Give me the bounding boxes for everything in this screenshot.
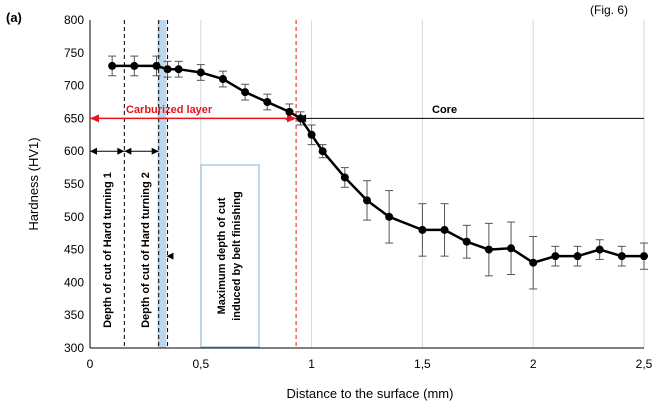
data-point (363, 196, 371, 205)
y-tick-label: 750 (64, 46, 84, 60)
x-tick-label: 1 (308, 357, 315, 371)
x-tick-label: 0 (87, 357, 94, 371)
data-point (296, 114, 305, 123)
hard-turning-2-label: Depth of cut of Hard turning 2 (140, 172, 152, 328)
data-point (285, 107, 294, 116)
data-point (440, 225, 449, 234)
x-tick-labels: 0 0,5 1 1,5 2 2,5 (87, 357, 653, 371)
carburized-arrowhead-left (90, 114, 99, 123)
axes (89, 20, 644, 349)
y-tick-label: 550 (64, 177, 84, 191)
turning-arrowhead (124, 147, 132, 155)
y-tick-label: 400 (64, 275, 84, 289)
series-line (112, 64, 644, 265)
data-point (484, 245, 493, 254)
y-tick-label: 800 (64, 13, 84, 27)
data-point (241, 88, 250, 97)
y-tick-labels: 300 350 400 450 500 550 600 650 700 750 800 (64, 13, 84, 355)
data-point (551, 252, 560, 261)
data-point (108, 61, 117, 70)
y-tick-label: 350 (64, 308, 84, 322)
carburized-layer-label: Carburized layer (126, 104, 213, 116)
x-tick-label: 2 (530, 357, 537, 371)
data-point (163, 65, 172, 74)
data-point (507, 244, 516, 253)
turning-arrowhead (151, 147, 159, 155)
belt-finishing-band-layer (157, 20, 167, 348)
y-tick-label: 300 (64, 341, 84, 355)
data-point (529, 258, 538, 267)
error-bars (108, 55, 648, 290)
hardness-series (112, 64, 644, 265)
hard-turning-1-label: Depth of cut of Hard turning 1 (102, 172, 114, 328)
y-tick-label: 700 (64, 79, 84, 93)
x-tick-label: 1,5 (414, 357, 431, 371)
y-axis-title: Hardness (HV1) (26, 137, 41, 230)
y-tick-label: 450 (64, 243, 84, 257)
data-point (418, 225, 427, 234)
data-point (385, 212, 394, 221)
data-point (573, 252, 582, 261)
x-axis-title: Distance to the surface (mm) (287, 386, 454, 401)
core-label: Core (432, 104, 457, 116)
cut-depth-lines (123, 20, 297, 348)
data-point (263, 98, 272, 106)
data-point (174, 65, 183, 74)
panel-label: (a) (6, 10, 22, 25)
data-point (340, 173, 349, 182)
turning-arrowhead (90, 147, 97, 155)
data-point (218, 75, 227, 84)
data-point (130, 61, 139, 70)
data-point (617, 252, 626, 261)
belt-finishing-label-line1: Maximum depth of cut (216, 197, 228, 314)
data-point (307, 130, 316, 139)
belt-finishing-box (200, 164, 260, 348)
y-tick-label: 600 (64, 144, 84, 158)
data-point (595, 245, 604, 254)
header-fragment: (Fig. 6) (590, 3, 628, 17)
x-tick-label: 0,5 (192, 357, 209, 371)
data-point (462, 237, 471, 246)
data-point (318, 147, 327, 156)
y-tick-label: 500 (64, 210, 84, 224)
data-point (196, 68, 205, 77)
belt-finishing-band (157, 20, 167, 348)
y-tick-label: 650 (64, 111, 84, 125)
vertical-gridlines (200, 20, 645, 348)
belt-arrowhead (166, 252, 174, 260)
belt-finishing-label-line2: induced by belt finishing (231, 191, 243, 321)
data-point (640, 252, 648, 261)
data-point (152, 61, 161, 70)
data-points (108, 61, 648, 267)
turning-arrowhead (117, 147, 125, 155)
x-tick-label: 2,5 (636, 357, 653, 371)
